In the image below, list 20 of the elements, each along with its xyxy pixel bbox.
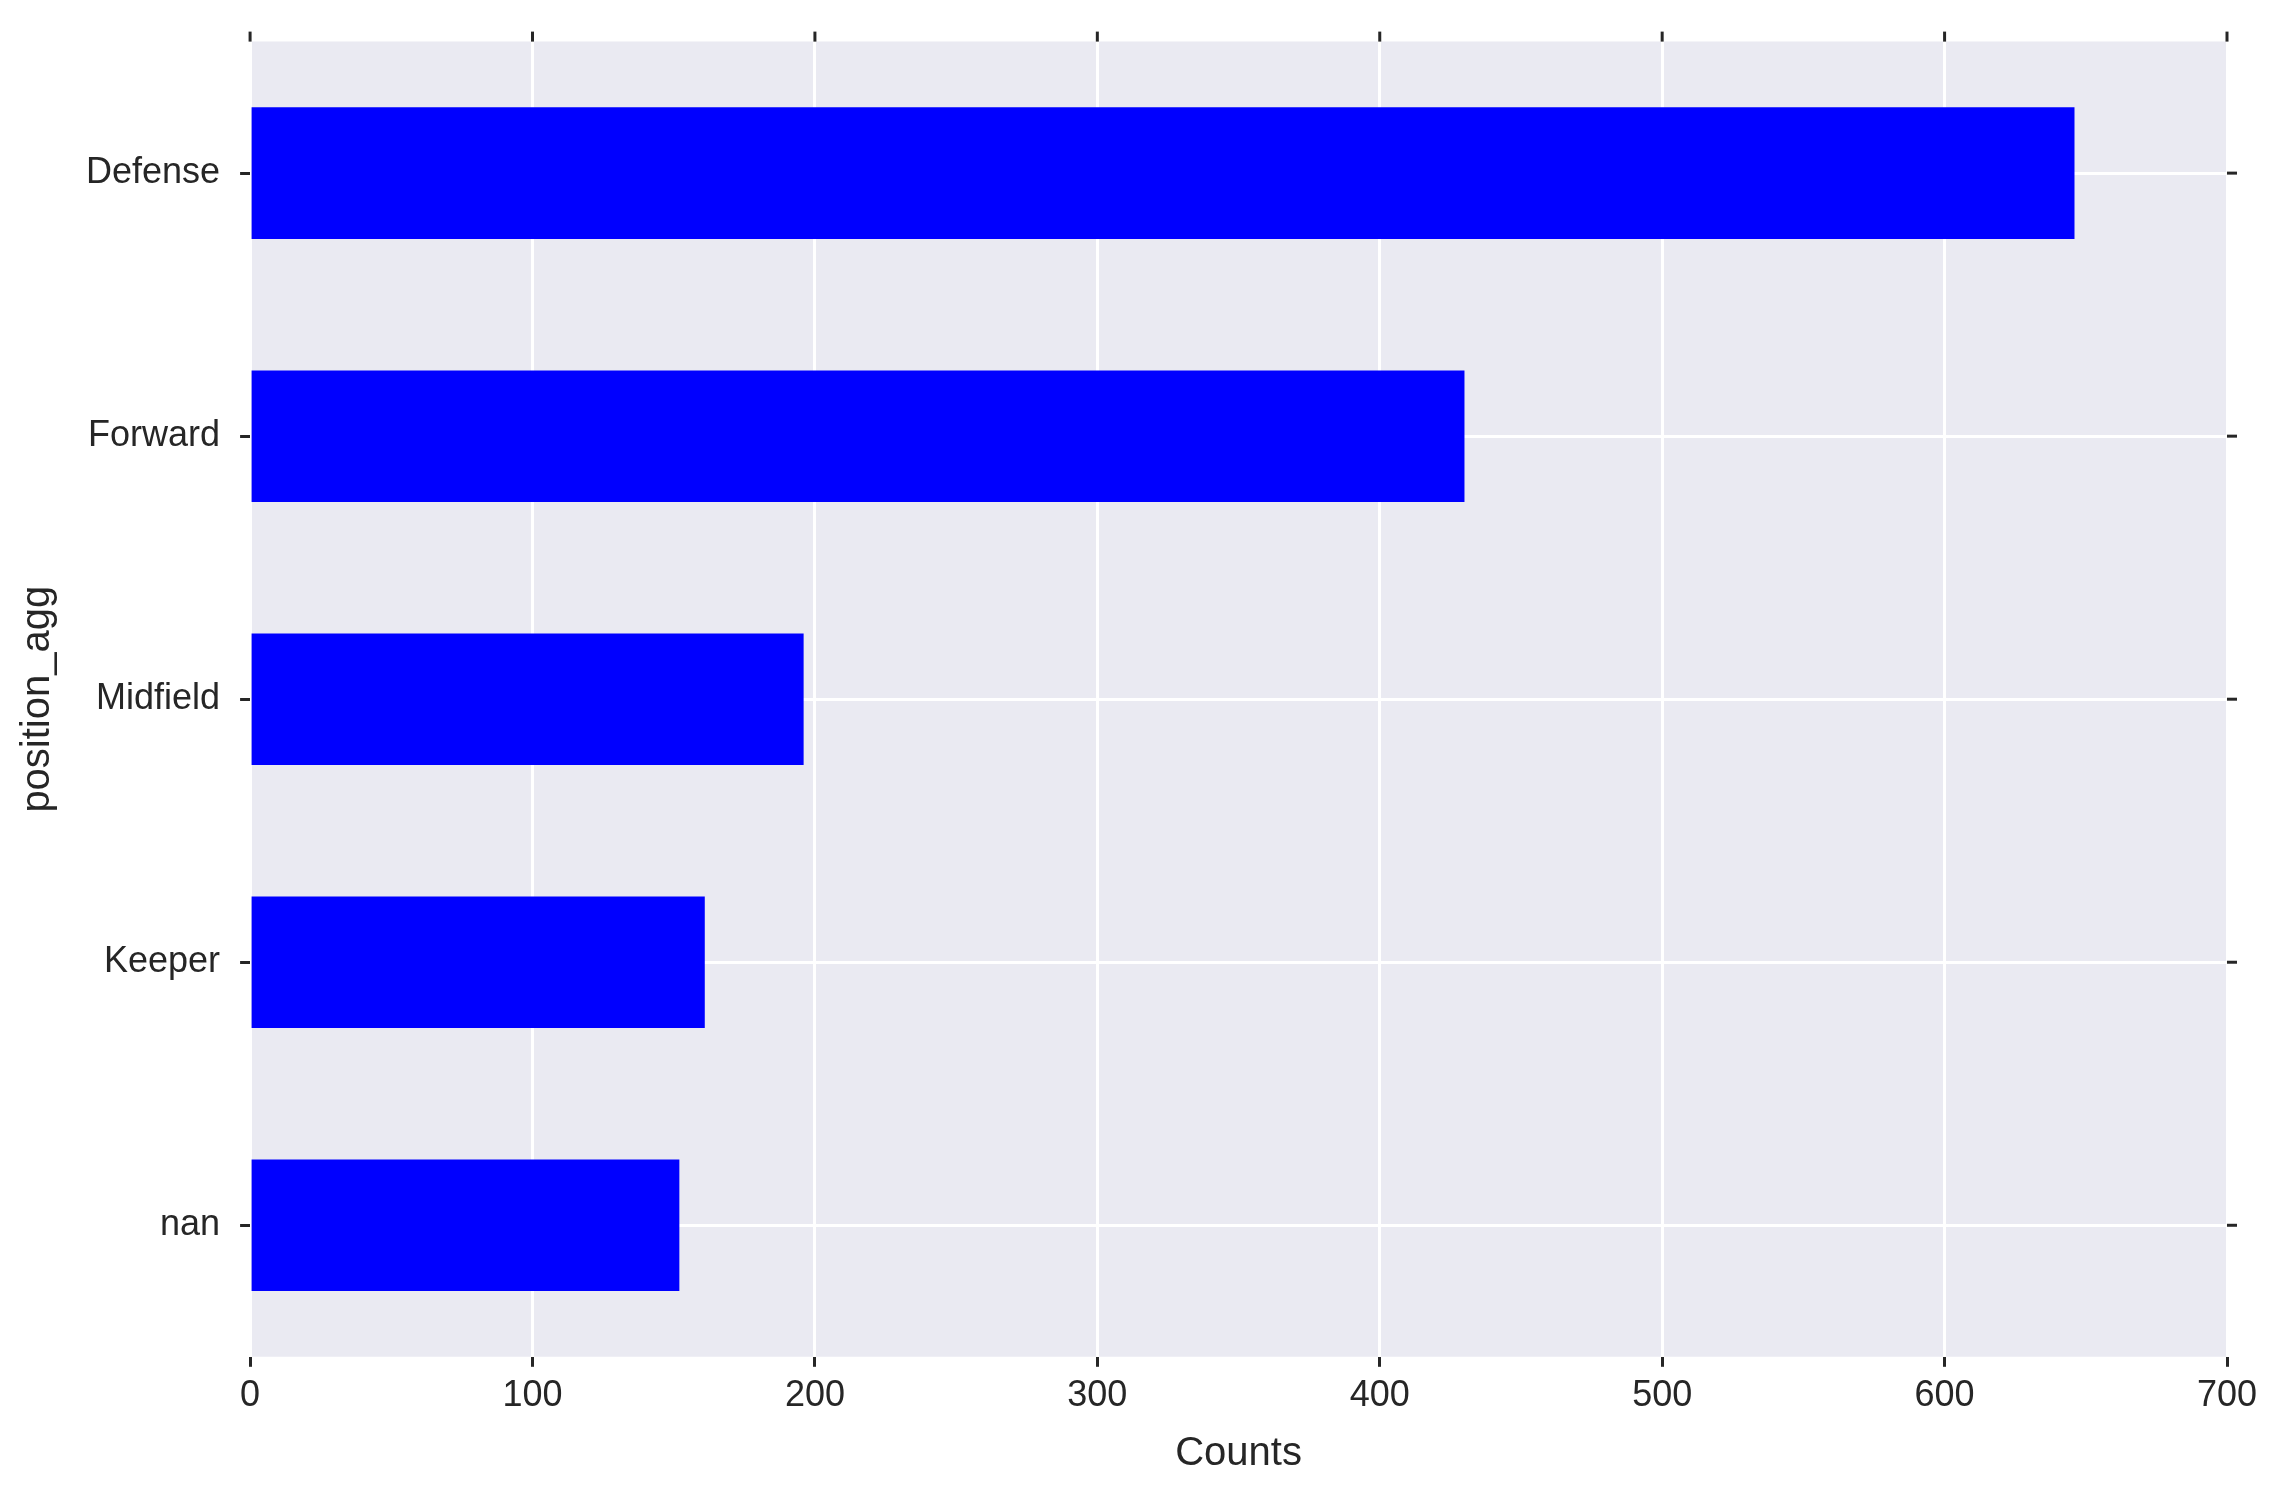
x-tick-label: 300 bbox=[1067, 1373, 1128, 1415]
bar bbox=[251, 1159, 680, 1292]
y-tick-label: Keeper bbox=[103, 939, 221, 981]
x-tick-label: 400 bbox=[1349, 1373, 1410, 1415]
x-tick-label: 200 bbox=[784, 1373, 845, 1415]
bar bbox=[251, 370, 1465, 502]
x-tick-label: 500 bbox=[1632, 1373, 1693, 1415]
y-tick-label: Forward bbox=[88, 413, 221, 455]
y-tick-label: nan bbox=[160, 1202, 221, 1244]
x-tick-label: 700 bbox=[2196, 1373, 2258, 1415]
x-tick-label: 600 bbox=[1914, 1373, 1975, 1415]
bar bbox=[251, 633, 804, 765]
bar bbox=[251, 107, 2075, 239]
y-tick-label: Midfield bbox=[96, 676, 221, 718]
y-axis-title: position_agg bbox=[13, 585, 58, 813]
x-tick-label: 100 bbox=[502, 1373, 563, 1415]
bar bbox=[251, 896, 705, 1028]
x-axis-title: Counts bbox=[1175, 1429, 1302, 1474]
y-tick-label: Defense bbox=[85, 150, 221, 192]
x-tick-label: 0 bbox=[240, 1373, 261, 1415]
